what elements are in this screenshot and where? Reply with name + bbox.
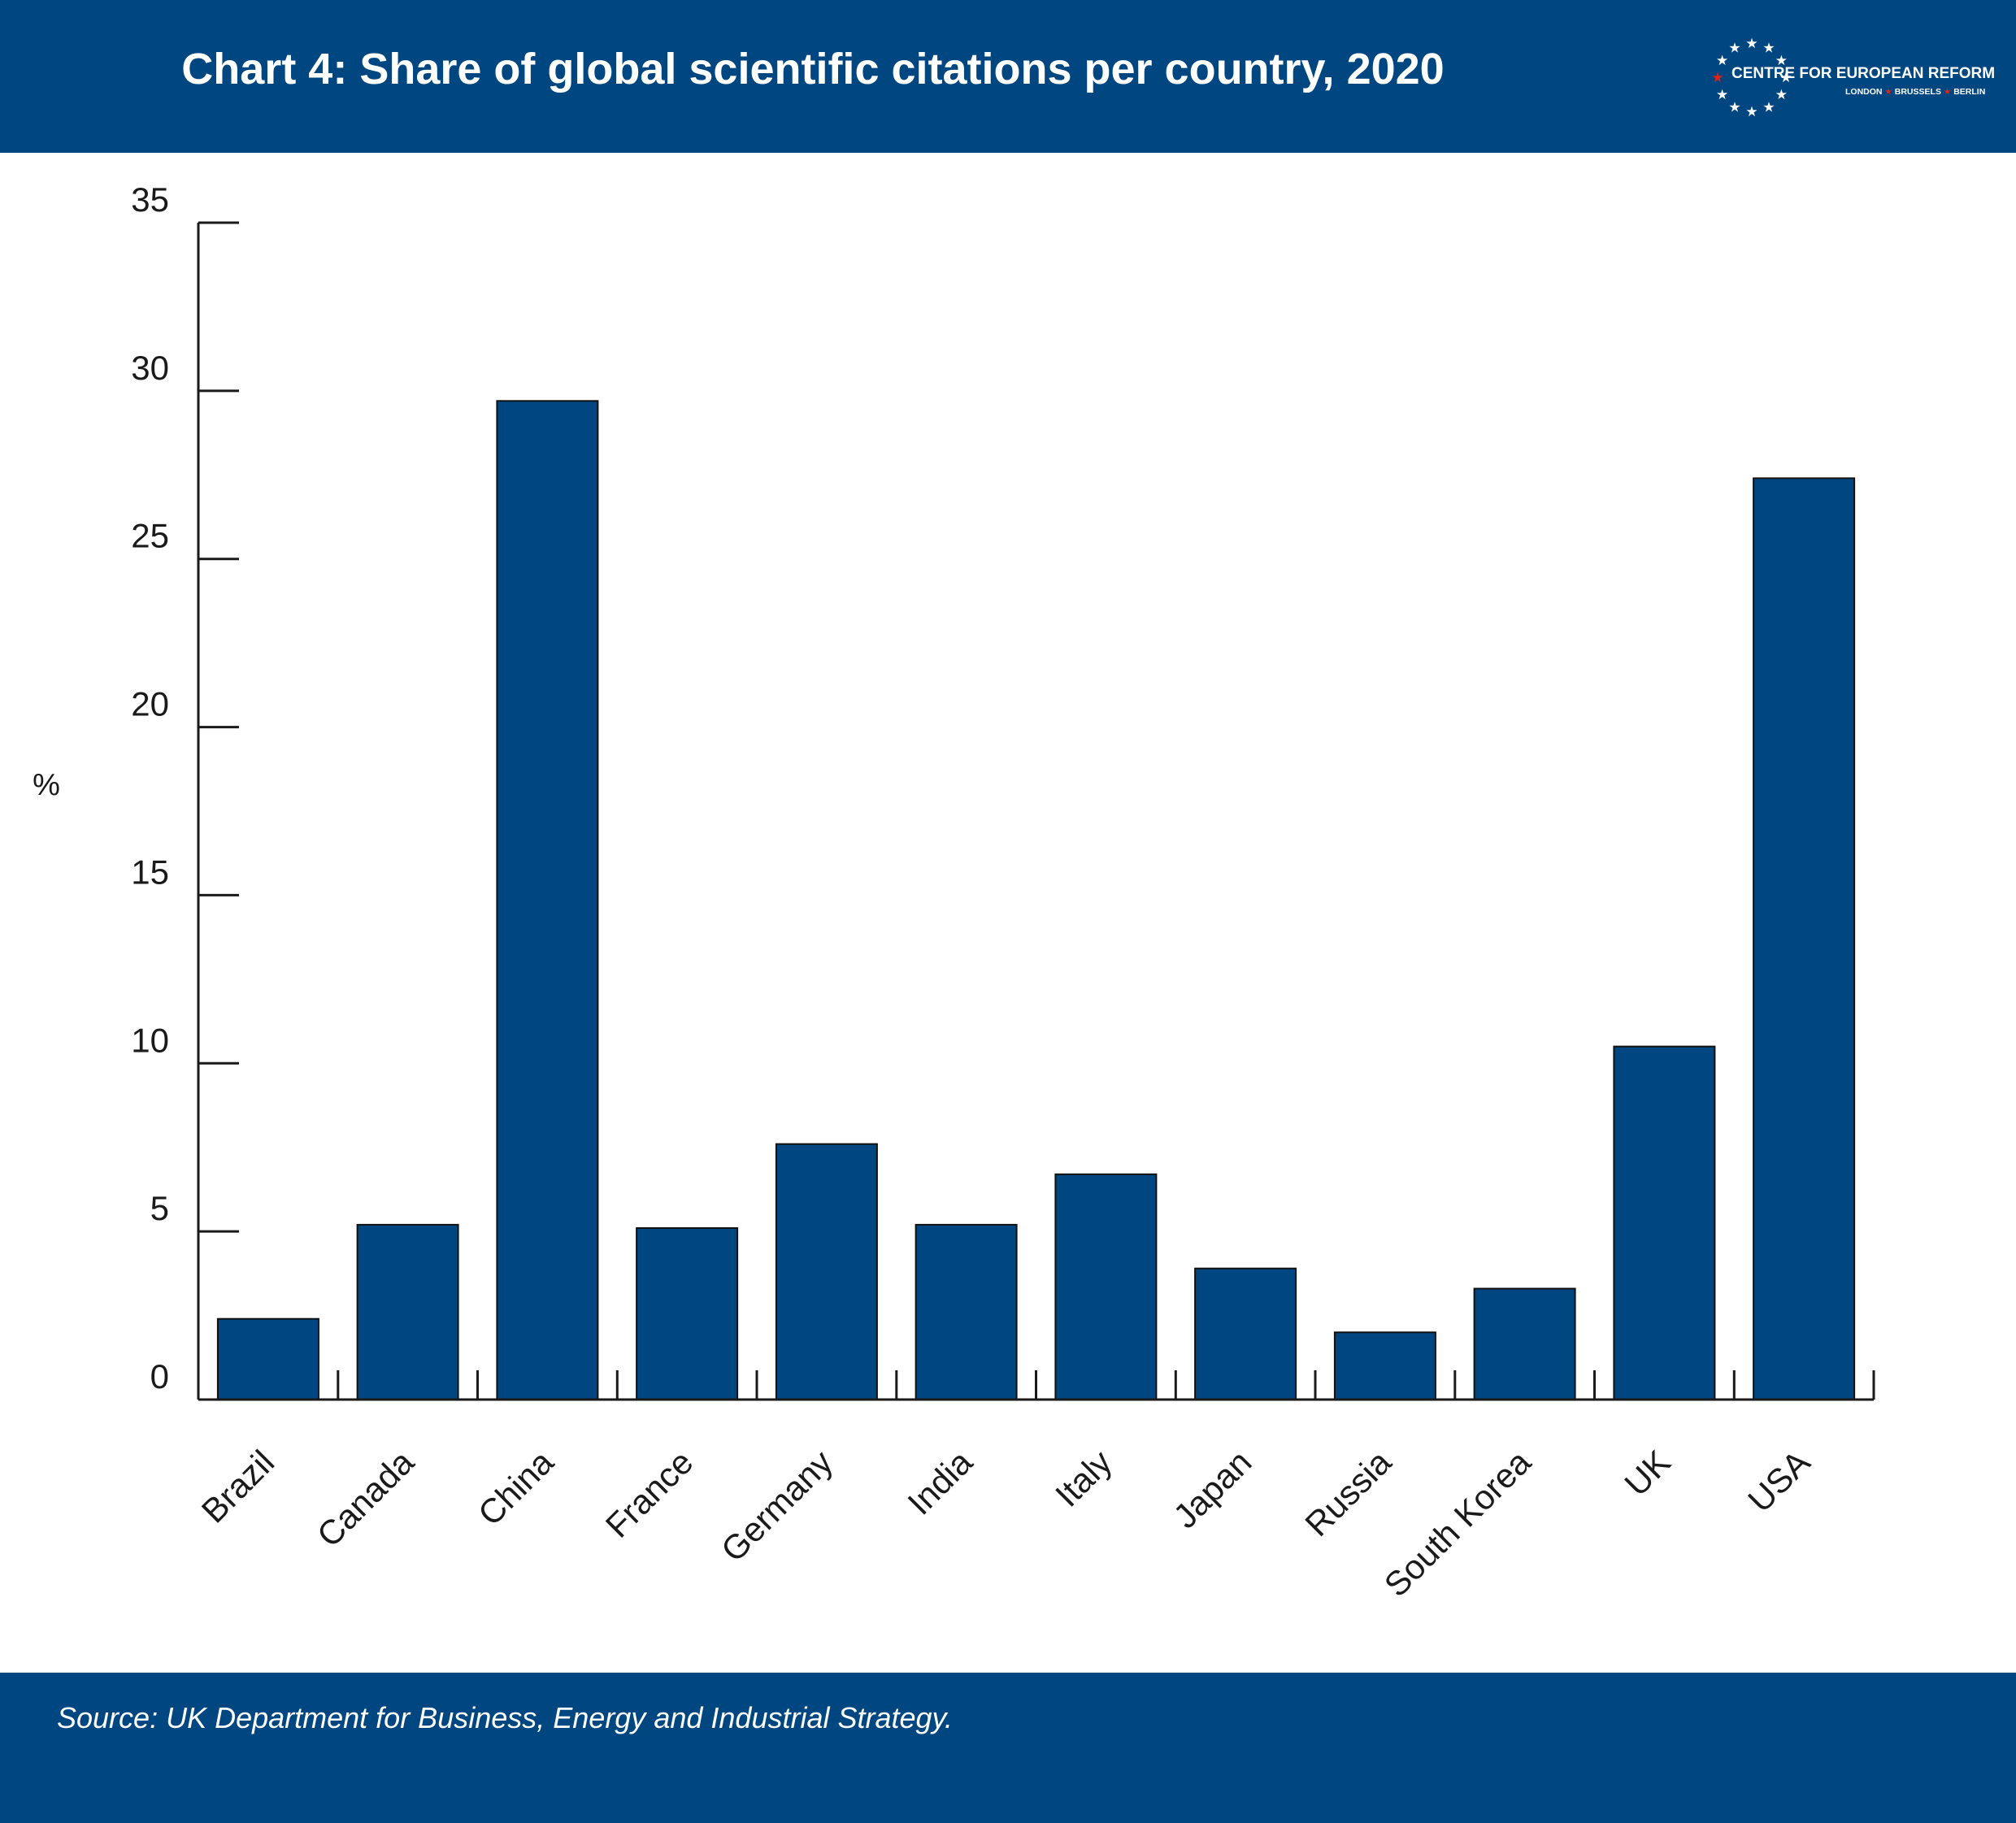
y-tick-label: 0 <box>150 1357 169 1395</box>
bar-india <box>915 1223 1018 1401</box>
bar-usa <box>1753 477 1856 1400</box>
source-note: Source: UK Department for Business, Ener… <box>57 1701 953 1734</box>
bar-japan <box>1194 1267 1297 1400</box>
x-tick-label: France <box>598 1443 701 1545</box>
logo-city-separator: ★ <box>1943 87 1952 97</box>
y-tick-label: 35 <box>131 180 169 219</box>
header-bar: Chart 4: Share of global scientific cita… <box>0 0 2016 153</box>
bars-group <box>216 400 1856 1401</box>
star-icon: ★ <box>1775 87 1788 102</box>
cer-logo: ★ ★ ★ ★ ★ ★ ★ ★ ★ ★ ★ ★ CENTRE FOR EUROPEAN REFORM … <box>1707 33 1996 122</box>
x-tick-label: China <box>471 1443 561 1533</box>
y-tick-labels: 0 5 10 15 20 25 30 35 <box>131 180 169 1395</box>
bar-uk <box>1613 1045 1716 1400</box>
x-tick-label: South Korea <box>1377 1443 1539 1604</box>
logo-city-separator: ★ <box>1884 87 1892 97</box>
logo-name: CENTRE FOR EUROPEAN REFORM <box>1731 65 1996 82</box>
axes-group <box>197 221 1875 1401</box>
star-icon: ★ <box>1762 99 1775 115</box>
star-icon: ★ <box>1711 70 1723 85</box>
y-tick-label: 30 <box>131 349 169 387</box>
x-tick-label: Germany <box>714 1443 840 1569</box>
star-icon: ★ <box>1779 70 1792 85</box>
chart-title: Chart 4: Share of global scientific cita… <box>181 45 1445 93</box>
star-icon: ★ <box>1728 41 1740 56</box>
x-tick-label: Canada <box>310 1443 422 1555</box>
star-icon: ★ <box>1716 87 1728 102</box>
x-tick-labels: Brazil Canada China France Germany India Italy… <box>194 1443 1818 1604</box>
bar-brazil <box>216 1317 319 1400</box>
logo-cities: LONDON ★ BRUSSELS ★ BERLIN <box>1845 86 2008 98</box>
y-tick-label: 25 <box>131 517 169 555</box>
bar-italy <box>1054 1173 1158 1401</box>
logo-city-london: LONDON <box>1845 87 1883 97</box>
x-tick-label: Japan <box>1166 1443 1258 1535</box>
bar-france <box>636 1227 739 1400</box>
footer-bar: Source: UK Department for Business, Ener… <box>0 1673 2016 1823</box>
y-tick-label: 15 <box>131 853 169 891</box>
x-tick-label: USA <box>1740 1443 1817 1519</box>
x-tick-label: Brazil <box>194 1443 282 1530</box>
x-tick-label: India <box>900 1443 980 1522</box>
star-icon: ★ <box>1762 41 1775 56</box>
bar-south-korea <box>1473 1287 1576 1400</box>
bar-russia <box>1333 1331 1436 1401</box>
logo-city-brussels: BRUSSELS <box>1894 87 1941 97</box>
y-axis-label: % <box>33 768 60 802</box>
y-tick-label: 20 <box>131 685 169 723</box>
bar-china <box>496 400 599 1400</box>
star-icon: ★ <box>1745 104 1757 119</box>
x-tick-label: Russia <box>1297 1443 1398 1543</box>
y-tick-label: 10 <box>131 1021 169 1059</box>
logo-city-berlin: BERLIN <box>1953 87 1986 97</box>
x-tick-label: Italy <box>1048 1443 1119 1514</box>
star-icon: ★ <box>1716 53 1728 68</box>
eu-stars-icon: ★ ★★★★★★★★★★★ <box>1711 36 1792 119</box>
bar-germany <box>775 1143 878 1400</box>
y-tick-label: 5 <box>150 1189 169 1227</box>
star-icon: ★ <box>1728 99 1740 115</box>
bar-canada <box>356 1223 459 1401</box>
star-icon: ★ <box>1775 53 1788 68</box>
bar-chart: 0 5 10 15 20 25 30 35 Brazil Canada China France Ge… <box>33 180 1875 1604</box>
star-icon: ★ <box>1745 36 1757 51</box>
x-tick-label: UK <box>1617 1443 1678 1504</box>
